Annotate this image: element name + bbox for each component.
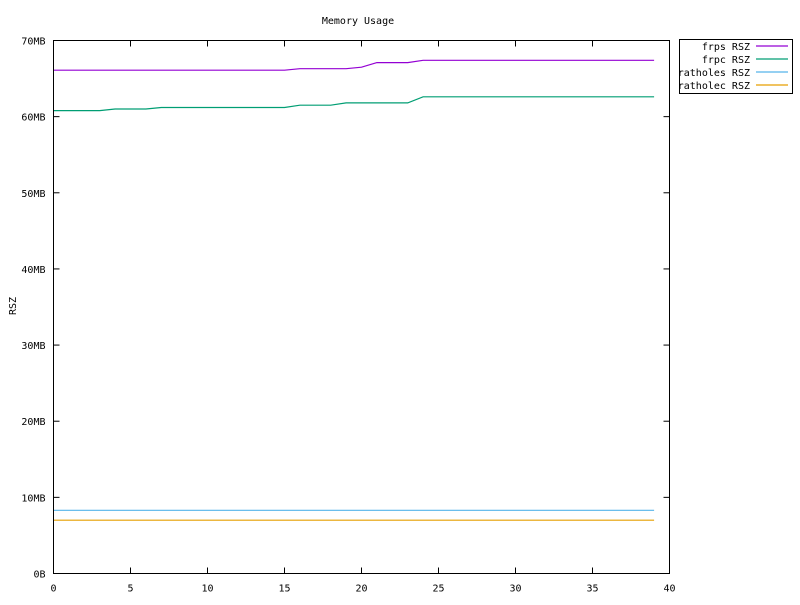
y-tick-label: 10MB bbox=[21, 493, 45, 504]
y-tick-label: 60MB bbox=[21, 113, 45, 124]
plot-frame bbox=[53, 40, 670, 574]
y-tick-label: 30MB bbox=[21, 341, 45, 352]
series-line-frpc-rsz bbox=[53, 96, 655, 112]
legend-box bbox=[679, 39, 793, 94]
x-tick-label: 5 bbox=[127, 584, 133, 595]
y-tick-label: 20MB bbox=[21, 417, 45, 428]
y-tick-label: 70MB bbox=[21, 37, 45, 48]
legend: frps RSZ frpc RSZ ratholes RSZ ratholec RSZ bbox=[678, 39, 793, 94]
chart-title: Memory Usage bbox=[322, 16, 394, 27]
x-tick-label: 10 bbox=[201, 584, 213, 595]
y-tick-label: 40MB bbox=[21, 265, 45, 276]
y-axis-label: RSZ bbox=[8, 297, 19, 315]
y-tick-label: 50MB bbox=[21, 189, 45, 200]
legend-label: ratholes RSZ bbox=[678, 68, 750, 79]
x-tick-label: 40 bbox=[663, 584, 675, 595]
y-tick-label: 0B bbox=[33, 570, 45, 581]
legend-label: frps RSZ bbox=[702, 42, 750, 53]
x-tick-label: 25 bbox=[432, 584, 444, 595]
x-tick-label: 0 bbox=[50, 584, 56, 595]
series-line-frps-rsz bbox=[53, 59, 655, 71]
x-tick-label: 20 bbox=[355, 584, 367, 595]
x-tick-label: 15 bbox=[278, 584, 290, 595]
legend-label: frpc RSZ bbox=[702, 55, 750, 66]
legend-label: ratholec RSZ bbox=[678, 81, 750, 92]
x-tick-label: 30 bbox=[509, 584, 521, 595]
x-tick-label: 35 bbox=[586, 584, 598, 595]
